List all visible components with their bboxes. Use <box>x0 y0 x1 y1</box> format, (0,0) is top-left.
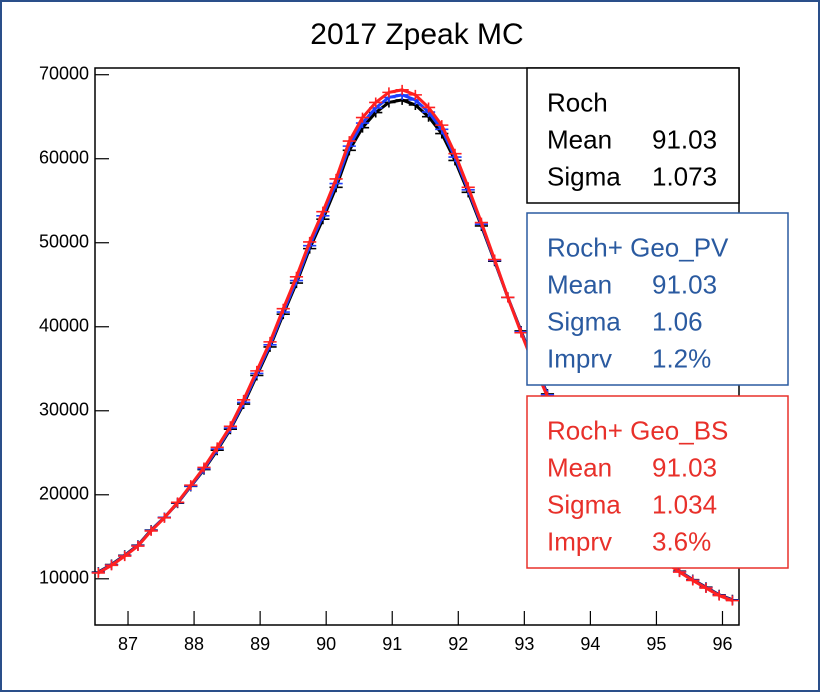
y-tick-label: 30000 <box>39 400 89 420</box>
stat-label: Sigma <box>547 306 621 336</box>
x-tick-label: 96 <box>712 634 732 654</box>
stat-label: Sigma <box>547 161 621 191</box>
x-tick-label: 87 <box>118 634 138 654</box>
x-tick-label: 93 <box>514 634 534 654</box>
chart-title: 2017 Zpeak MC <box>310 18 523 51</box>
stat-label: Sigma <box>547 489 621 519</box>
x-tick-label: 95 <box>646 634 666 654</box>
x-tick-label: 94 <box>580 634 600 654</box>
data-point <box>237 394 251 405</box>
data-point <box>303 236 317 247</box>
x-tick-label: 91 <box>382 634 402 654</box>
stat-title: Roch <box>547 87 608 117</box>
data-point <box>408 89 422 100</box>
data-point <box>435 120 449 131</box>
stat-value: 1.073 <box>652 161 717 191</box>
data-point <box>104 560 119 571</box>
y-tick-label: 60000 <box>39 147 89 167</box>
data-point <box>355 112 370 123</box>
data-point <box>382 87 396 98</box>
stat-label: Mean <box>547 124 612 154</box>
stat-value: 91.03 <box>652 269 717 299</box>
x-tick-label: 88 <box>184 634 204 654</box>
data-point <box>474 217 488 228</box>
data-point <box>170 497 185 508</box>
data-point <box>157 512 171 523</box>
data-point <box>448 148 462 159</box>
stat-label: Imprv <box>547 343 612 373</box>
data-point <box>289 271 304 282</box>
data-point <box>329 173 343 184</box>
y-tick-label: 20000 <box>39 484 89 504</box>
data-point <box>184 480 198 491</box>
data-point <box>488 254 502 265</box>
data-point <box>501 292 515 303</box>
stat-label: Mean <box>547 269 612 299</box>
stat-title: Roch+ Geo_BS <box>547 415 728 445</box>
y-tick-label: 40000 <box>39 316 89 336</box>
data-point <box>342 136 356 147</box>
data-point <box>514 327 528 338</box>
x-tick-label: 92 <box>448 634 468 654</box>
data-point <box>686 575 700 586</box>
data-point <box>395 84 409 95</box>
stat-value: 1.2% <box>652 343 711 373</box>
data-point <box>144 525 158 536</box>
y-tick-label: 50000 <box>39 231 89 251</box>
data-point <box>210 442 224 453</box>
data-point <box>712 590 726 601</box>
data-point <box>725 595 739 606</box>
stat-label: Imprv <box>547 526 612 556</box>
y-tick-label: 10000 <box>39 568 89 588</box>
stat-value: 3.6% <box>652 526 711 556</box>
y-tick-label: 70000 <box>39 63 89 83</box>
data-point <box>699 583 713 594</box>
data-point <box>91 567 105 578</box>
stat-value: 1.034 <box>652 489 717 519</box>
data-point <box>461 182 475 193</box>
stat-box <box>526 212 789 386</box>
data-point <box>131 541 145 552</box>
stat-label: Mean <box>547 452 612 482</box>
data-point <box>197 462 211 473</box>
data-point <box>118 551 132 562</box>
stat-value: 1.06 <box>652 306 703 336</box>
stat-title: Roch+ Geo_PV <box>547 232 729 262</box>
stat-box <box>526 67 740 204</box>
x-tick-label: 89 <box>250 634 270 654</box>
x-tick-label: 90 <box>316 634 336 654</box>
data-point <box>316 206 330 217</box>
data-point <box>263 336 277 347</box>
data-point <box>223 421 238 432</box>
data-point <box>369 97 383 108</box>
stat-value: 91.03 <box>652 124 717 154</box>
data-point <box>421 102 436 113</box>
data-point <box>250 365 264 376</box>
data-point <box>276 303 290 314</box>
stat-value: 91.03 <box>652 452 717 482</box>
stat-box <box>526 395 789 569</box>
